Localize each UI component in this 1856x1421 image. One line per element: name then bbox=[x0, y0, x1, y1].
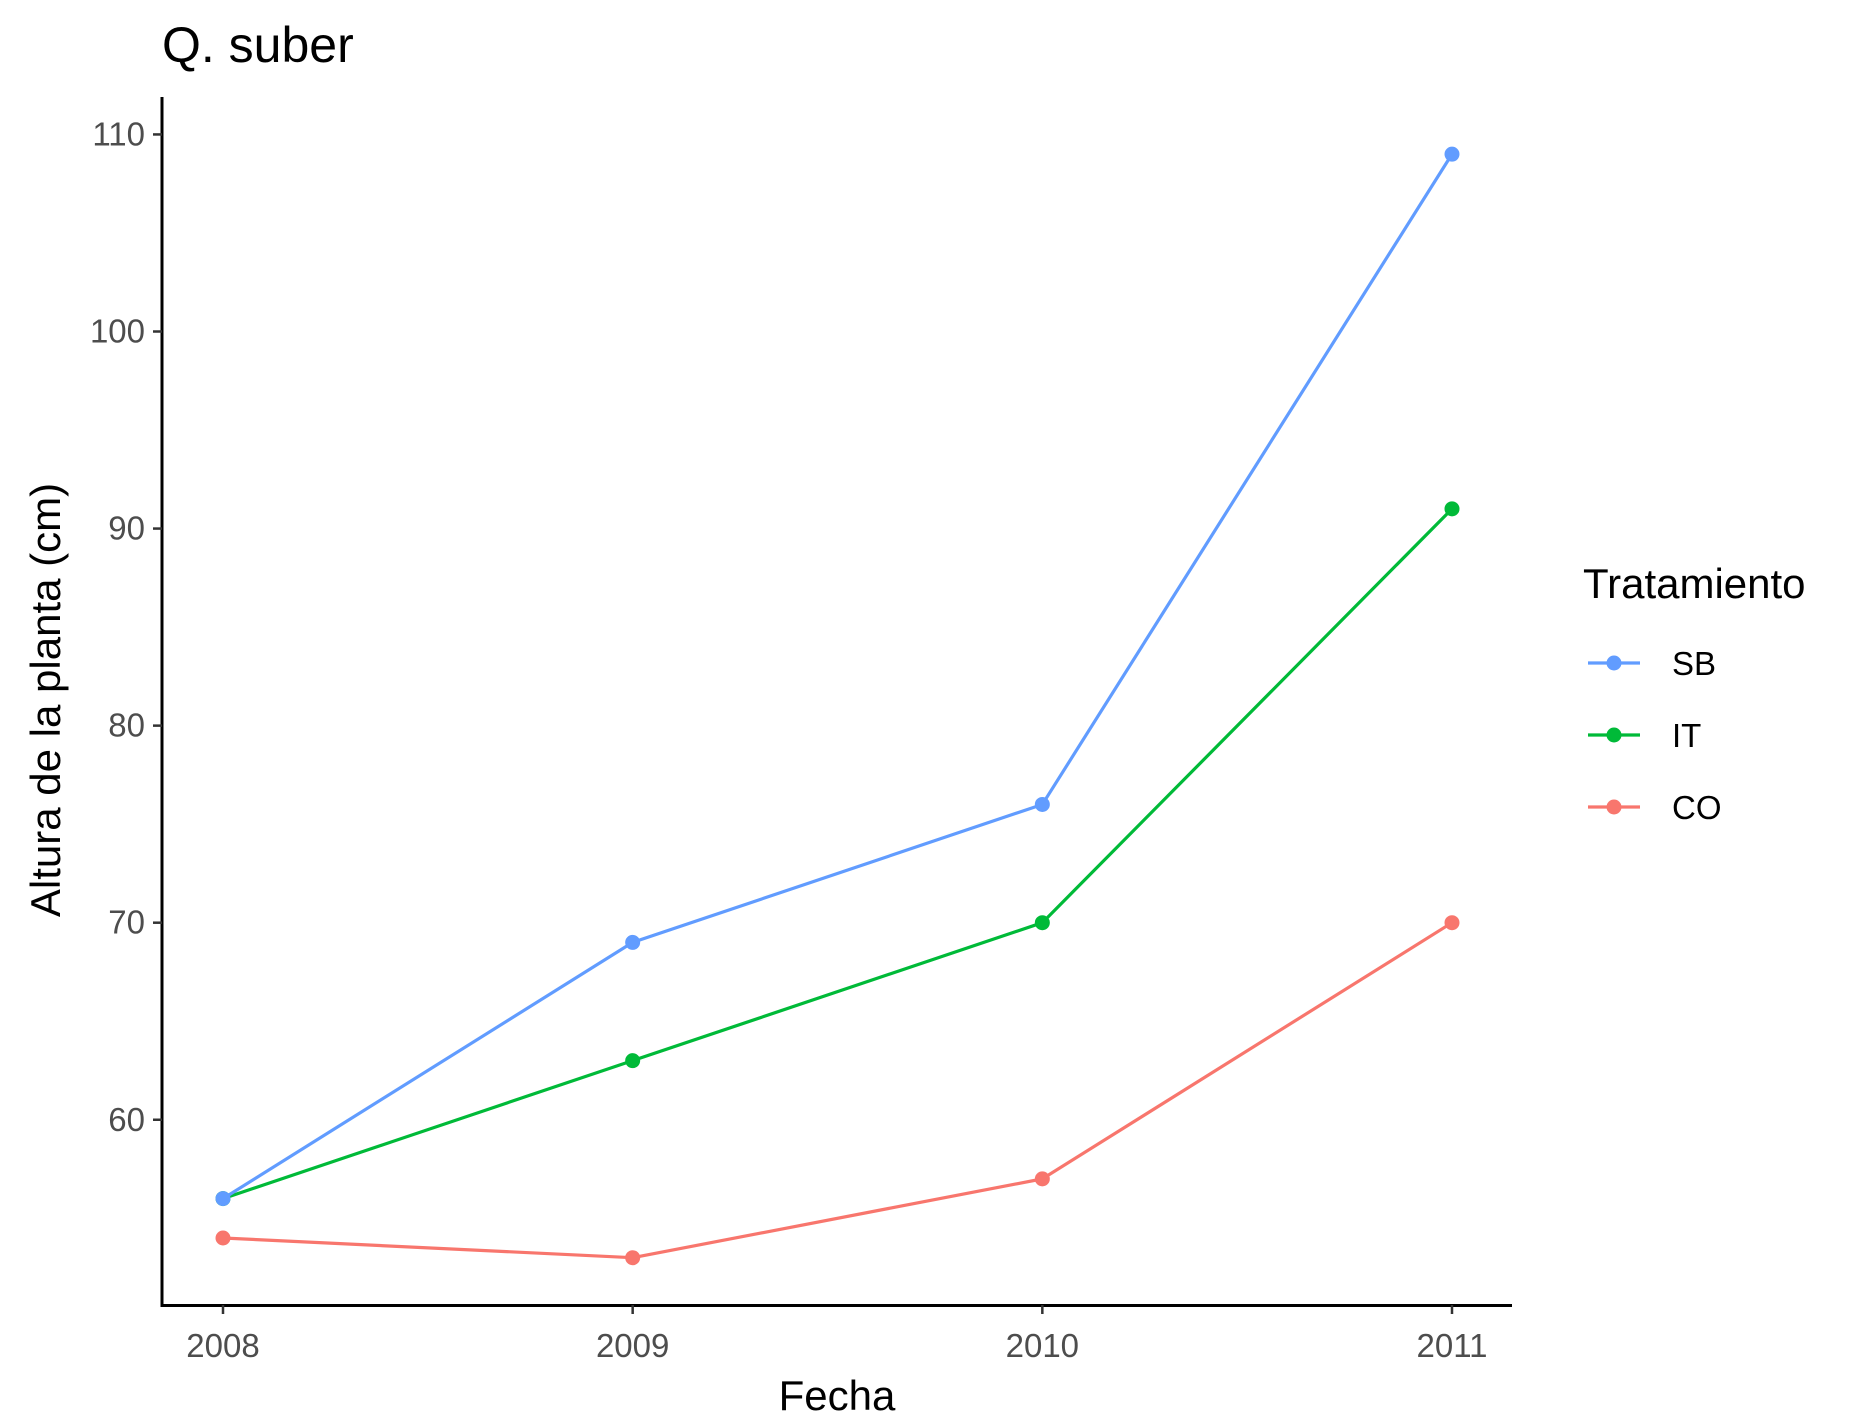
legend-item-it: IT bbox=[1588, 717, 1701, 754]
data-point-it bbox=[1034, 915, 1050, 931]
legend-label: SB bbox=[1672, 645, 1716, 682]
y-tick-label: 80 bbox=[108, 707, 145, 744]
legend-items: SB IT CO bbox=[1588, 645, 1722, 826]
axes bbox=[160, 97, 1512, 1307]
data-point-co bbox=[1444, 915, 1460, 931]
y-tick-label: 100 bbox=[90, 313, 145, 350]
data-point-sb bbox=[1444, 146, 1460, 162]
series-line-sb bbox=[222, 153, 1454, 1200]
x-tick-label: 2008 bbox=[186, 1327, 259, 1364]
y-tick-label: 70 bbox=[108, 904, 145, 941]
x-tick-label: 2009 bbox=[596, 1327, 669, 1364]
data-point-co bbox=[1034, 1171, 1050, 1187]
chart-title: Q. suber bbox=[162, 17, 354, 73]
data-point-sb bbox=[215, 1191, 231, 1207]
legend-title: Tratamiento bbox=[1583, 560, 1806, 607]
legend-item-co: CO bbox=[1588, 789, 1722, 826]
x-tick-label: 2011 bbox=[1417, 1327, 1488, 1364]
series-co bbox=[215, 915, 1460, 1266]
legend-key-point bbox=[1606, 799, 1622, 815]
y-axis-title: Altura de la planta (cm) bbox=[22, 483, 69, 917]
legend-item-sb: SB bbox=[1588, 645, 1716, 682]
data-point-it bbox=[1444, 501, 1460, 517]
data-point-co bbox=[625, 1250, 641, 1266]
x-axis-ticks: 2008 2009 2010 2011 bbox=[186, 1305, 1487, 1364]
legend-key-point bbox=[1606, 727, 1622, 743]
series-layer bbox=[215, 146, 1460, 1266]
data-point-co bbox=[215, 1230, 231, 1246]
data-point-it bbox=[625, 1053, 641, 1069]
series-it bbox=[215, 501, 1460, 1207]
series-sb bbox=[215, 146, 1460, 1207]
y-axis-ticks: 60 70 80 90 100 110 bbox=[90, 115, 162, 1138]
series-line-it bbox=[222, 507, 1454, 1201]
series-line-co bbox=[222, 921, 1453, 1260]
legend-key-point bbox=[1606, 655, 1622, 671]
y-tick-label: 110 bbox=[92, 115, 145, 152]
y-tick-label: 90 bbox=[108, 510, 145, 547]
legend-label: CO bbox=[1672, 789, 1722, 826]
data-point-sb bbox=[625, 934, 641, 950]
data-point-sb bbox=[1034, 796, 1050, 812]
y-tick-label: 60 bbox=[108, 1101, 145, 1138]
x-axis-title: Fecha bbox=[779, 1372, 896, 1419]
x-tick-label: 2010 bbox=[1006, 1327, 1079, 1364]
legend: Tratamiento SB IT CO bbox=[1583, 560, 1806, 826]
legend-label: IT bbox=[1672, 717, 1701, 754]
